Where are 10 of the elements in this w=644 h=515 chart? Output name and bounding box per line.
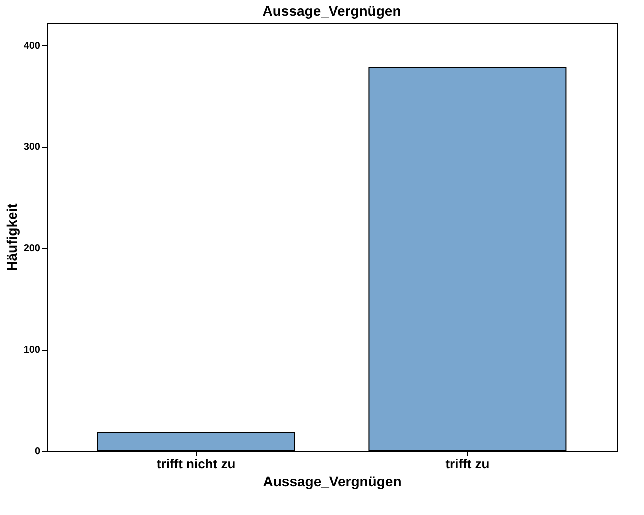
y-tick-label: 200 — [24, 244, 41, 255]
y-tick-label: 300 — [24, 142, 41, 154]
y-tick-label: 0 — [34, 446, 41, 458]
chart-title: Aussage_Vergnügen — [262, 3, 402, 19]
y-tick-label: 100 — [24, 345, 41, 356]
y-tick-label: 400 — [24, 40, 41, 52]
x-tick-label: trifft nicht zu — [156, 456, 236, 472]
x-tick-label: trifft zu — [446, 456, 490, 472]
x-axis-title: Aussage_Vergnügen — [263, 474, 402, 490]
y-axis-title: Häufigkeit — [4, 203, 20, 272]
